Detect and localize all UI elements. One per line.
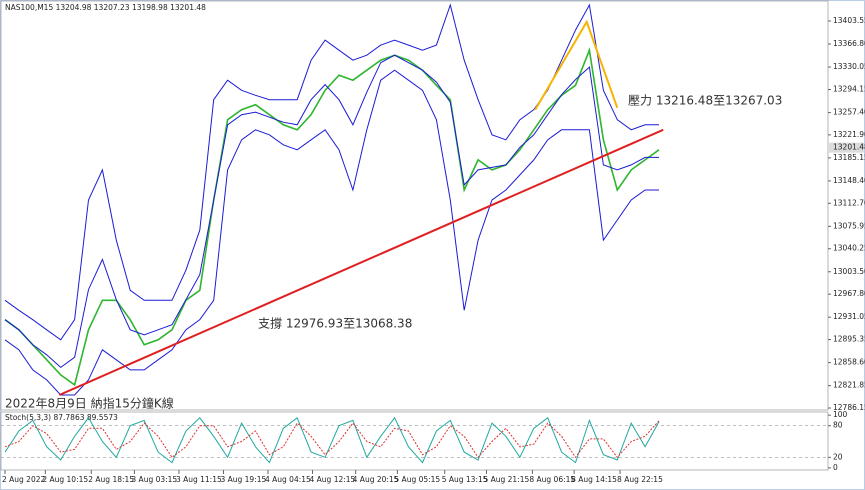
x-tick-label: 2 Aug 2022 bbox=[2, 475, 45, 484]
y-tick-label: 13075.95 bbox=[833, 221, 865, 230]
series-line bbox=[4, 416, 660, 464]
y-tick-label: 13148.40 bbox=[833, 176, 865, 185]
x-tick-label: 8 Aug 22:15 bbox=[617, 475, 663, 484]
y-tick-label: 13185.15 bbox=[833, 153, 865, 162]
x-tick-label: 8 Aug 14:15 bbox=[571, 475, 617, 484]
x-tick-label: 4 Aug 12:15 bbox=[310, 475, 356, 484]
x-tick-label: 5 Aug 13:15 bbox=[442, 475, 488, 484]
y-tick-label: 13330.05 bbox=[833, 62, 865, 71]
x-tick-label: 2 Aug 18:15 bbox=[88, 475, 134, 484]
y-tick-label: 13040.25 bbox=[833, 244, 865, 253]
y-tick-label: 100 bbox=[833, 410, 848, 419]
y-tick-label: 20 bbox=[833, 452, 843, 461]
x-tick-label: 8 Aug 06:15 bbox=[529, 475, 575, 484]
y-tick-label: 13112.70 bbox=[833, 198, 865, 207]
y-tick-label: 13257.40 bbox=[833, 108, 865, 117]
y-tick-label: 13221.90 bbox=[833, 130, 865, 139]
main-panel bbox=[0, 0, 829, 411]
x-tick-label: 4 Aug 20:15 bbox=[353, 475, 399, 484]
chart-header: NAS100,M15 13204.98 13207.23 13198.98 13… bbox=[5, 3, 206, 12]
series-line bbox=[4, 47, 660, 387]
chart-caption: 2022年8月9日 納指15分鐘K線 bbox=[5, 396, 174, 411]
y-tick-label: 13003.50 bbox=[833, 267, 865, 276]
y-tick-label: 12858.60 bbox=[833, 358, 865, 367]
stoch-header: Stoch(5,3,3) 87.7863 89.5573 bbox=[5, 413, 118, 422]
y-tick-label: 12931.05 bbox=[833, 312, 865, 321]
resistance-note: 壓力 13216.48至13267.03 bbox=[628, 94, 782, 108]
y-tick-label: 0 bbox=[833, 463, 838, 472]
series-line bbox=[4, 420, 660, 459]
last-price-label: 13201.48 bbox=[833, 143, 865, 152]
stoch-panel bbox=[0, 411, 829, 471]
y-tick-label: 12821.85 bbox=[833, 381, 865, 390]
series-line bbox=[4, 54, 659, 369]
x-tick-label: 5 Aug 05:15 bbox=[394, 475, 440, 484]
y-tick-label: 13294.15 bbox=[833, 85, 865, 94]
y-tick-label: 13366.80 bbox=[833, 39, 865, 48]
x-tick-label: 4 Aug 04:15 bbox=[265, 475, 311, 484]
y-tick-label: 12967.80 bbox=[833, 289, 865, 298]
trend-line bbox=[534, 19, 619, 111]
x-tick-label: 3 Aug 11:15 bbox=[176, 475, 222, 484]
y-tick-label: 12895.35 bbox=[833, 335, 865, 344]
y-tick-label: 12786.15 bbox=[833, 403, 865, 412]
y-tick-label: 13403.55 bbox=[833, 16, 865, 25]
support-note: 支撐 12976.93至13068.38 bbox=[258, 317, 412, 331]
x-tick-label: 3 Aug 03:15 bbox=[131, 475, 177, 484]
x-tick-label: 5 Aug 21:15 bbox=[483, 475, 529, 484]
trend-line bbox=[58, 128, 664, 396]
series-line bbox=[4, 69, 659, 396]
last-price-box bbox=[829, 142, 864, 153]
x-tick-label: 3 Aug 19:15 bbox=[220, 475, 266, 484]
y-tick-label: 80 bbox=[833, 421, 843, 430]
x-tick-label: 2 Aug 10:15 bbox=[42, 475, 88, 484]
